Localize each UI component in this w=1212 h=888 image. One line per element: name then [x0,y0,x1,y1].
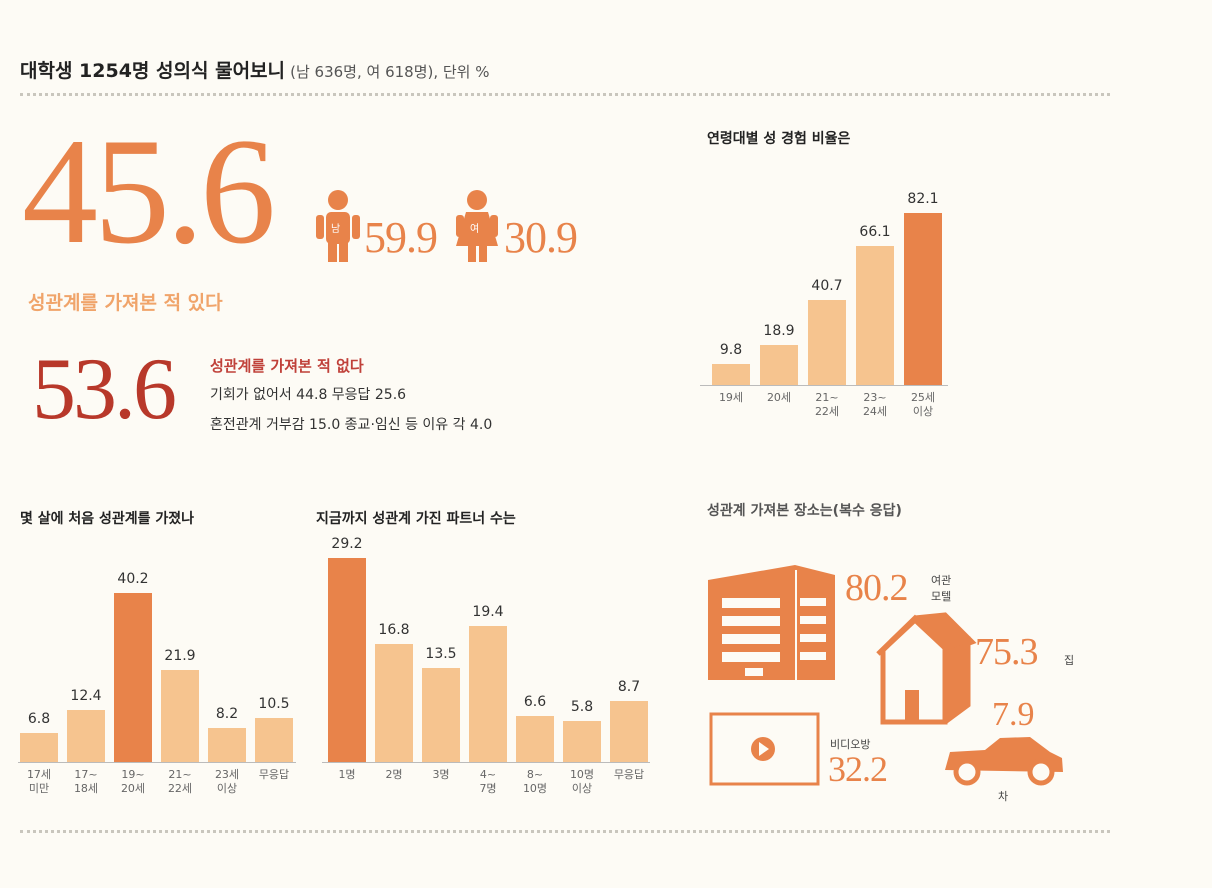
place-label-home: 집 [1064,654,1075,667]
bar [856,246,894,385]
data-label: 6.8 [27,711,51,728]
place-value-home: 75.3 [975,631,1038,673]
tick-label: 17세 미만 [26,768,52,795]
video-icon [709,712,820,786]
place-value-car: 7.9 [992,696,1035,733]
data-label: 5.8 [570,699,594,716]
tick-label: 무응답 [258,768,290,781]
data-label: 8.7 [617,679,641,696]
bar [375,644,413,762]
divider [20,93,1110,96]
tick-label: 21~ 22세 [167,768,193,795]
data-label: 19.4 [472,604,504,621]
chart-baseline [322,762,650,763]
tick-label: 25세 이상 [910,391,936,418]
bar [516,715,554,762]
chart-baseline [700,385,948,386]
data-label: 8.2 [215,705,239,722]
places-title: 성관계 가져본 장소는(복수 응답) [707,503,902,519]
tick-label: 무응답 [613,768,645,781]
data-label: 18.9 [763,323,795,340]
male-tag: 남 [331,224,341,235]
tick-label: 10명 이상 [569,768,595,795]
bar [904,212,942,385]
bar [422,667,460,762]
bar [610,701,648,762]
no-label: 성관계를 가져본 적 없다 [210,357,364,375]
bar [208,727,246,762]
data-label: 40.2 [117,571,149,588]
no-value: 53.6 [32,341,177,438]
data-label: 12.4 [70,687,102,704]
tick-label: 23~ 24세 [862,391,888,418]
bar [67,709,105,762]
data-label: 10.5 [258,695,290,712]
data-label: 13.5 [425,645,457,662]
data-label: 6.6 [523,693,547,710]
chart-title-first-age: 몇 살에 처음 성관계를 가졌나 [20,511,195,527]
bar [760,345,798,385]
page-subtitle: (남 636명, 여 618명), 단위 % [290,63,490,81]
tick-label: 21~ 22세 [814,391,840,418]
tick-label: 1명 [338,768,356,781]
bar [808,299,846,385]
place-label-video: 비디오방 [830,738,871,751]
female-tag: 여 [470,224,480,235]
place-label-car: 차 [998,790,1009,803]
bar [20,733,58,762]
data-label: 29.2 [331,535,363,552]
divider [20,830,1110,833]
female-value: 30.9 [504,213,578,262]
page-title: 대학생 1254명 성의식 물어보니 [20,60,286,82]
tick-label: 2명 [385,768,403,781]
bar [255,717,293,762]
yes-label: 성관계를 가져본 적 있다 [28,292,223,314]
car-icon [945,737,1063,786]
bar [469,626,507,762]
yes-value: 45.6 [22,107,276,275]
no-reason-1: 기회가 없어서 44.8 무응답 25.6 [210,387,407,403]
tick-label: 4~ 7명 [479,768,497,795]
data-label: 40.7 [811,277,843,294]
no-reason-2: 혼전관계 거부감 15.0 종교·임신 등 이유 각 4.0 [210,417,493,433]
place-value-video: 32.2 [828,749,888,789]
bar [114,593,152,762]
bar [712,364,750,385]
data-label: 9.8 [719,342,743,359]
tick-label: 3명 [432,768,450,781]
tick-label: 20세 [766,391,792,404]
chart-title-age-group: 연령대별 성 경험 비율은 [707,131,851,147]
data-label: 66.1 [859,224,891,241]
data-label: 21.9 [164,648,196,665]
tick-label: 19~ 20세 [120,768,146,795]
tick-label: 17~ 18세 [73,768,99,795]
bar [563,721,601,762]
place-value-motel: 80.2 [845,567,908,609]
chart-title-partners: 지금까지 성관계 가진 파트너 수는 [316,511,516,527]
tick-label: 8~ 10명 [522,768,548,795]
data-label: 16.8 [378,622,410,639]
male-value: 59.9 [364,213,438,262]
bar [161,670,199,762]
chart-baseline [18,762,296,763]
tick-label: 23세 이상 [214,768,240,795]
building-icon [708,565,835,680]
bar [328,557,366,762]
place-label-motel: 여관 모텔 [931,574,952,603]
house-icon [876,612,977,725]
header: 대학생 1254명 성의식 물어보니 (남 636명, 여 618명), 단위 … [20,56,490,83]
data-label: 82.1 [907,190,939,207]
tick-label: 19세 [718,391,744,404]
